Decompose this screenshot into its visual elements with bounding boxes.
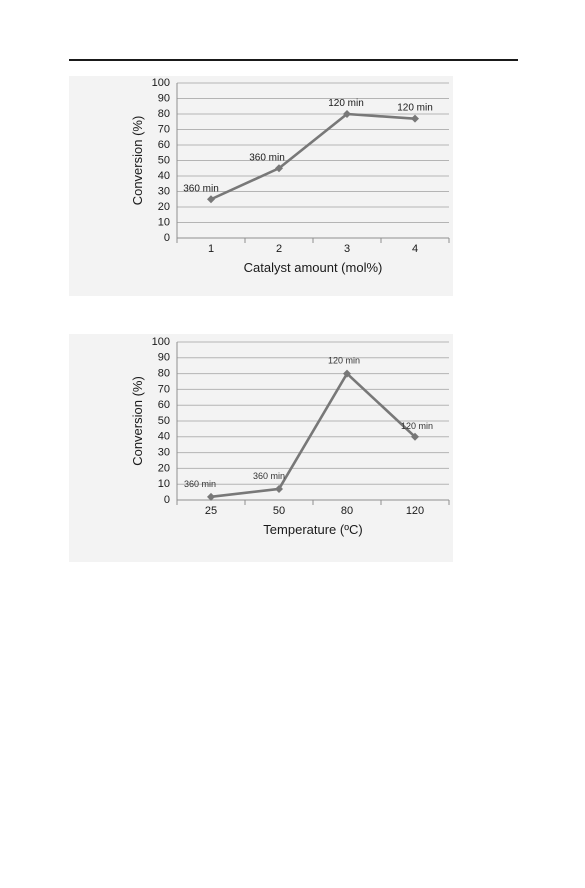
y-tick-label: 40 — [158, 431, 170, 443]
chart-panel-catalyst: 0 10 20 30 40 50 60 70 80 90 100 1 2 3 4 Catalyst amoun… — [69, 76, 453, 296]
y-tick-label: 90 — [158, 352, 170, 364]
data-label: 120 min — [328, 98, 364, 109]
y-tick-label: 0 — [164, 232, 170, 244]
x-tick-label: 2 — [276, 243, 282, 255]
data-point-marker — [343, 369, 351, 378]
y-tick-label: 90 — [158, 92, 170, 104]
y-tick-label: 20 — [158, 201, 170, 213]
y-axis-title: Conversion (%) — [130, 116, 145, 206]
data-label: 120 min — [397, 103, 433, 114]
data-point-marker — [275, 164, 283, 173]
data-label: 360 min — [253, 471, 285, 481]
y-tick-label: 60 — [158, 399, 170, 411]
data-label: 360 min — [184, 479, 216, 489]
y-tick-label: 0 — [164, 494, 170, 506]
x-tick-label: 3 — [344, 243, 350, 255]
data-point-marker — [343, 110, 351, 118]
y-tick-label: 10 — [158, 216, 170, 228]
temperature-conversion-chart: 0 10 20 30 40 50 60 70 80 90 100 25 50 80 120 Temperatu… — [130, 336, 450, 537]
data-point-marker — [207, 492, 215, 501]
y-tick-label: 80 — [158, 108, 170, 120]
page-top-rule — [69, 59, 518, 61]
data-label: 360 min — [249, 152, 285, 163]
x-tick-label: 4 — [412, 243, 418, 255]
y-tick-label: 70 — [158, 383, 170, 395]
x-tick-label: 25 — [205, 505, 217, 517]
x-tick-label: 50 — [273, 505, 285, 517]
y-tick-label: 70 — [158, 123, 170, 135]
data-label: 120 min — [401, 421, 433, 431]
y-tick-label: 40 — [158, 170, 170, 182]
y-tick-label: 20 — [158, 462, 170, 474]
x-tick-label: 120 — [406, 505, 424, 517]
y-tick-label: 30 — [158, 447, 170, 459]
data-point-marker — [411, 114, 419, 123]
chart-panel-temperature: 0 10 20 30 40 50 60 70 80 90 100 25 50 80 120 Temperatu… — [69, 334, 453, 562]
series-line — [210, 372, 416, 499]
data-label: 360 min — [183, 183, 219, 194]
data-point-marker — [275, 484, 283, 493]
data-point-marker — [207, 195, 215, 204]
y-tick-label: 50 — [158, 154, 170, 166]
x-tick-label: 1 — [208, 243, 214, 255]
x-axis-title: Temperature (ºC) — [263, 522, 362, 537]
y-tick-label: 80 — [158, 368, 170, 380]
y-tick-label: 50 — [158, 415, 170, 427]
catalyst-conversion-chart: 0 10 20 30 40 50 60 70 80 90 100 1 2 3 4 Catalyst amoun… — [130, 77, 450, 275]
series-line — [210, 112, 416, 201]
data-point-marker — [411, 432, 419, 441]
x-axis-title: Catalyst amount (mol%) — [244, 260, 383, 275]
data-label: 120 min — [328, 356, 360, 366]
y-tick-label: 100 — [152, 336, 170, 348]
y-tick-label: 60 — [158, 139, 170, 151]
y-axis-title: Conversion (%) — [130, 376, 145, 466]
x-tick-label: 80 — [341, 505, 353, 517]
y-tick-label: 100 — [152, 77, 170, 89]
y-tick-label: 10 — [158, 478, 170, 490]
y-tick-label: 30 — [158, 185, 170, 197]
